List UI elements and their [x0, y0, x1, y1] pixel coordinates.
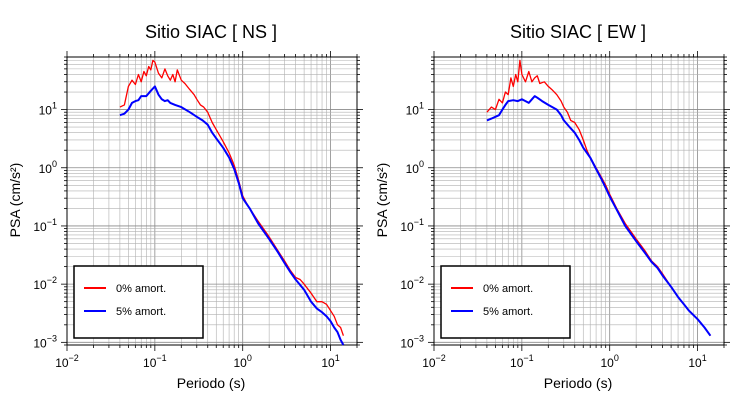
legend-label: 0% amort. [116, 283, 166, 295]
y-axis-label: PSA (cm/s²) [374, 163, 390, 238]
plot-frame [433, 56, 725, 346]
y-tick-labels: 10−3 10−2 10−1 100 101 [400, 101, 424, 351]
x-axis-label: Periodo (s) [544, 375, 612, 391]
x-tick-label: 10−2 [422, 353, 446, 370]
x-tick-label: 101 [321, 353, 339, 370]
y-tick-label: 100 [406, 159, 424, 176]
x-tick-label: 10−1 [510, 353, 534, 370]
y-tick-label: 10−3 [400, 333, 424, 350]
x-tick-labels: 10−2 10−1 100 101 [422, 353, 707, 370]
series-line-amort-0 [119, 59, 345, 336]
legend-label: 5% amort. [116, 306, 166, 318]
legend: 0% amort. 5% amort. [73, 265, 204, 339]
y-tick-label: 10−2 [33, 275, 57, 292]
x-tick-label: 10−1 [143, 353, 167, 370]
series-lines [119, 59, 345, 346]
axis-ticks [428, 51, 730, 351]
plot-frame [66, 56, 358, 346]
y-tick-label: 10−2 [400, 275, 424, 292]
legend-label: 5% amort. [483, 306, 533, 318]
y-tick-label: 10−3 [33, 333, 57, 350]
x-tick-label: 101 [688, 353, 706, 370]
x-tick-label: 100 [234, 353, 252, 370]
y-tick-label: 101 [406, 101, 424, 118]
chart-panel-ew: Sitio SIAC [ EW ] 10−2 10−1 100 101 10−310−… [374, 22, 730, 391]
y-tick-label: 10−1 [400, 217, 424, 234]
x-tick-labels: 10−2 10−1 100 101 [55, 353, 340, 370]
chart-panel-ns: Sitio SIAC [ NS ] 10−2 10−1 100 101 10−310−… [7, 22, 363, 391]
legend-box [73, 265, 204, 339]
series-lines [486, 59, 712, 337]
axis-ticks [61, 51, 363, 351]
x-axis-label: Periodo (s) [177, 375, 245, 391]
chart-title: Sitio SIAC [ NS ] [145, 22, 277, 42]
y-tick-labels: 10−3 10−2 10−1 100 101 [33, 101, 57, 351]
y-tick-label: 10−1 [33, 217, 57, 234]
chart-title: Sitio SIAC [ EW ] [510, 22, 646, 42]
series-line-amort-5 [486, 95, 712, 337]
legend: 0% amort. 5% amort. [440, 265, 571, 339]
x-tick-label: 10−2 [55, 353, 79, 370]
legend-box [440, 265, 571, 339]
legend-label: 0% amort. [483, 283, 533, 295]
y-tick-label: 100 [39, 159, 57, 176]
series-line-amort-5 [119, 85, 345, 346]
y-axis-label: PSA (cm/s²) [7, 163, 23, 238]
x-tick-label: 100 [601, 353, 619, 370]
y-tick-label: 101 [39, 101, 57, 118]
